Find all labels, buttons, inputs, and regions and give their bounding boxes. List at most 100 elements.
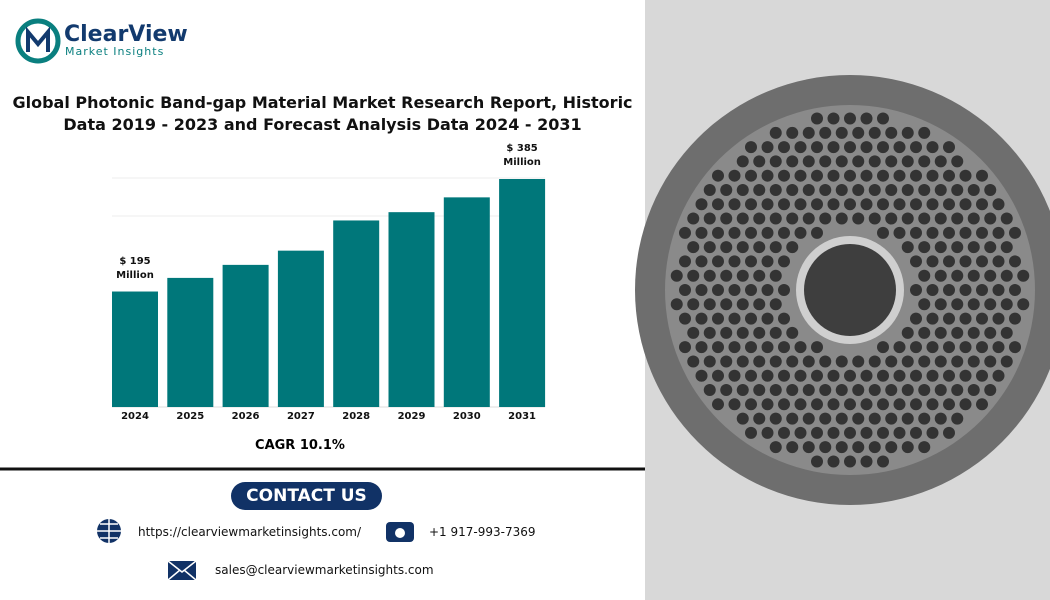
- fiber-hole: [761, 369, 774, 382]
- fiber-hole: [868, 183, 881, 196]
- fiber-hole: [753, 384, 766, 397]
- phone[interactable]: +1 917-993-7369: [429, 525, 536, 539]
- fiber-hole: [877, 398, 889, 411]
- fiber-hole: [976, 226, 988, 239]
- fiber-hole: [720, 326, 733, 339]
- fiber-hole: [992, 312, 1005, 325]
- fiber-hole: [992, 255, 1005, 268]
- fiber-hole: [786, 212, 799, 225]
- fiber-hole: [720, 298, 733, 311]
- fiber-hole: [786, 326, 799, 339]
- fiber-hole: [695, 284, 708, 296]
- fiber-hole: [844, 169, 856, 182]
- fiber-hole: [761, 255, 774, 268]
- fiber-hole: [926, 141, 939, 154]
- fiber-hole: [811, 198, 823, 211]
- fiber-hole: [802, 212, 815, 225]
- fiber-hole: [934, 384, 947, 397]
- fiber-hole: [893, 226, 906, 239]
- fiber-hole: [794, 198, 807, 211]
- fiber-hole: [926, 226, 939, 239]
- fiber-hole: [934, 269, 947, 282]
- fiber-hole: [844, 398, 856, 411]
- fiber-hole: [868, 155, 881, 168]
- fiber-hole: [967, 384, 980, 397]
- bar: [333, 220, 380, 407]
- fiber-hole: [918, 412, 931, 425]
- fiber-hole: [736, 183, 749, 196]
- fiber-hole: [984, 384, 997, 397]
- fiber-hole: [687, 212, 700, 225]
- fiber-hole: [910, 426, 922, 439]
- fiber-hole: [877, 426, 889, 439]
- fiber-hole: [728, 226, 741, 239]
- fiber-hole: [885, 155, 898, 168]
- fiber-hole: [918, 126, 931, 139]
- fiber-hole: [976, 312, 988, 325]
- fiber-hole: [976, 169, 988, 182]
- fiber-hole: [794, 341, 807, 354]
- fiber-hole: [910, 198, 922, 211]
- fiber-hole: [745, 284, 757, 296]
- fiber-hole: [786, 355, 799, 368]
- fiber-hole: [943, 141, 955, 154]
- fiber-hole: [943, 312, 955, 325]
- fiber-hole: [736, 355, 749, 368]
- fiber-hole: [753, 241, 766, 254]
- fiber-hole: [967, 212, 980, 225]
- fiber-hole: [951, 183, 964, 196]
- fiber-hole: [976, 341, 988, 354]
- email[interactable]: sales@clearviewmarketinsights.com: [215, 563, 434, 577]
- fiber-hole: [761, 284, 774, 296]
- fiber-hole: [736, 326, 749, 339]
- fiber-hole: [712, 341, 724, 354]
- bar: [112, 291, 158, 407]
- fiber-hole: [959, 398, 972, 411]
- fiber-hole: [835, 155, 848, 168]
- fiber-hole: [761, 226, 774, 239]
- fiber-hole: [852, 441, 865, 454]
- fiber-hole: [778, 426, 790, 439]
- fiber-hole: [827, 141, 840, 154]
- fiber-hole: [769, 212, 782, 225]
- phone-icon: [386, 522, 414, 542]
- fiber-hole: [860, 455, 873, 468]
- fiber-hole: [827, 398, 840, 411]
- fiber-hole: [943, 341, 955, 354]
- fiber-hole: [860, 169, 873, 182]
- fiber-hole: [827, 198, 840, 211]
- fiber-hole: [984, 298, 997, 311]
- fiber-hole: [761, 169, 774, 182]
- fiber-hole: [926, 398, 939, 411]
- fiber-hole: [712, 312, 724, 325]
- website[interactable]: https://clearviewmarketinsights.com/: [138, 525, 362, 539]
- logo-ring: [15, 18, 61, 64]
- fiber-hole: [687, 326, 700, 339]
- fiber-hole: [852, 183, 865, 196]
- fiber-hole: [976, 198, 988, 211]
- fiber-hole: [992, 284, 1005, 296]
- fiber-hole: [877, 198, 889, 211]
- fiber-hole: [1017, 298, 1030, 311]
- fiber-hole: [934, 241, 947, 254]
- fiber-hole: [951, 241, 964, 254]
- fiber-hole: [959, 369, 972, 382]
- fiber-hole: [934, 355, 947, 368]
- fiber-hole: [860, 198, 873, 211]
- fiber-hole: [877, 455, 889, 468]
- fiber-hole: [695, 312, 708, 325]
- bar: [443, 197, 490, 407]
- fiber-hole: [901, 441, 914, 454]
- fiber-hole: [901, 412, 914, 425]
- fiber-hole: [868, 384, 881, 397]
- fiber-hole: [769, 183, 782, 196]
- fiber-hole: [802, 183, 815, 196]
- fiber-hole: [934, 326, 947, 339]
- fiber-hole: [802, 126, 815, 139]
- fiber-hole: [769, 412, 782, 425]
- fiber-hole: [959, 226, 972, 239]
- fiber-hole: [943, 255, 955, 268]
- fiber-hole: [910, 312, 922, 325]
- fiber-hole: [695, 369, 708, 382]
